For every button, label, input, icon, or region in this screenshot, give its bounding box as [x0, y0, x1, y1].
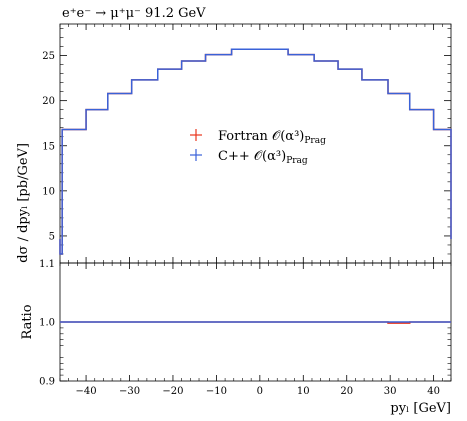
- x-tick-label: −10: [206, 386, 227, 397]
- series-layer: [59, 48, 452, 255]
- y-tick-label: 15: [42, 141, 55, 152]
- x-axis-label: pyₗ [GeV]: [390, 401, 451, 416]
- x-tick-label: −30: [119, 386, 140, 397]
- y-axis-label: dσ / dpyₗ [pb/GeV]: [16, 143, 31, 263]
- ratio-axis-label: Ratio: [20, 304, 35, 339]
- ticks-layer: −40 −30 −20 −10 0 10 20 30 40 5 10 15 20 25 0.9 1.0 1.1: [39, 24, 452, 397]
- ratio-series-layer: [60, 321, 451, 324]
- y-tick-label: 25: [42, 51, 55, 62]
- chart-title: e⁺e⁻ → μ⁺μ⁻ 91.2 GeV: [62, 6, 206, 21]
- ratio-top-tick-label: 1.1: [39, 259, 55, 270]
- x-tick-label: 0: [257, 386, 263, 397]
- x-tick-label: −40: [76, 386, 97, 397]
- ratio-tick-label: 1.0: [39, 318, 55, 329]
- x-tick-label: 10: [297, 386, 310, 397]
- y-tick-label: 10: [42, 186, 55, 197]
- legend-fortran-label: Fortran 𝒪(α³)Prag: [218, 129, 326, 146]
- x-tick-label: −20: [162, 386, 183, 397]
- x-tick-label: 40: [427, 386, 440, 397]
- y-tick-label: 5: [49, 231, 55, 242]
- legend: Fortran 𝒪(α³)Prag C++ 𝒪(α³)Prag: [190, 129, 326, 166]
- ratio-tick-label: 0.9: [39, 377, 55, 388]
- x-tick-label: 30: [384, 386, 397, 397]
- legend-cpp-marker: [190, 149, 202, 161]
- y-tick-label: 20: [42, 96, 55, 107]
- legend-fortran-marker: [190, 129, 202, 141]
- legend-cpp-label: C++ 𝒪(α³)Prag: [218, 149, 308, 166]
- series-line-1: [59, 48, 452, 255]
- x-tick-label: 20: [340, 386, 353, 397]
